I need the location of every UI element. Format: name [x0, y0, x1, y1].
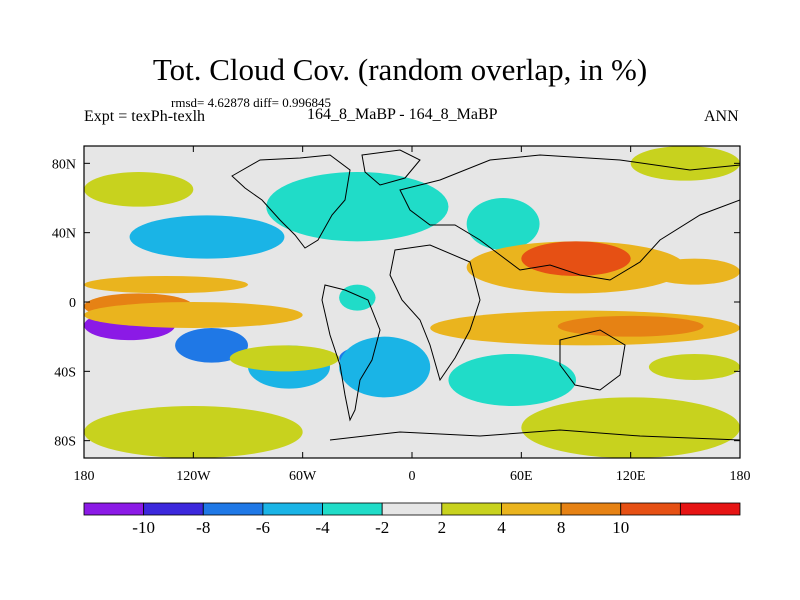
- colorbar-label: -4: [315, 518, 330, 537]
- field-region-18: [648, 258, 740, 285]
- comparison-label: 164_8_MaBP - 164_8_MaBP: [307, 106, 498, 123]
- colorbar-bin: [83, 502, 145, 516]
- colorbar-bin: [679, 502, 741, 516]
- field-region-20: [521, 397, 740, 458]
- colorbar-bin: [322, 502, 383, 516]
- colorbar-label: 4: [497, 518, 506, 537]
- field-region-23: [630, 146, 740, 181]
- field-region-1: [175, 328, 248, 363]
- page-title: Tot. Cloud Cov. (random overlap, in %): [152, 52, 648, 87]
- colorbar-bin: [560, 502, 622, 516]
- field-region-5: [129, 215, 285, 259]
- colorbar-label: -8: [196, 518, 210, 537]
- field-region-4: [339, 336, 431, 398]
- colorbar-label: -6: [256, 518, 270, 537]
- field-region-19: [84, 406, 303, 458]
- field-region-7: [466, 198, 540, 250]
- field-region-8: [339, 284, 376, 311]
- y-tick-label: 40S: [54, 365, 76, 380]
- colorbar-label: 8: [557, 518, 566, 537]
- x-tick-label: 0: [409, 469, 416, 484]
- x-tick-label: 180: [74, 469, 95, 484]
- colorbar-label: 2: [438, 518, 447, 537]
- colorbar-bin: [202, 502, 264, 516]
- colorbar-label: -10: [132, 518, 155, 537]
- field-region-9: [448, 354, 576, 406]
- x-tick-label: 120W: [176, 469, 211, 484]
- colorbar-label: 10: [612, 518, 629, 537]
- field-region-22: [648, 354, 740, 380]
- y-tick-label: 40N: [52, 227, 76, 242]
- field-region-6: [266, 172, 449, 242]
- colorbar-bin: [143, 502, 204, 516]
- coastlines: [231, 149, 740, 441]
- coastline-africa: [389, 244, 481, 382]
- coastline-north-america: [231, 154, 351, 249]
- y-tick-label: 80S: [54, 435, 76, 450]
- x-tick-label: 60W: [289, 469, 317, 484]
- coastline-greenland: [361, 149, 421, 186]
- colorbar-bin: [381, 502, 443, 516]
- colorbar-bin: [620, 502, 681, 516]
- y-tick-label: 0: [69, 296, 76, 311]
- colorbar-bin: [501, 502, 562, 516]
- x-tick-label: 120E: [616, 469, 646, 484]
- experiment-label: Expt = texPh-texlh: [84, 108, 206, 125]
- x-tick-label: 60E: [510, 469, 533, 484]
- coastline-south-america: [321, 284, 381, 422]
- stats-label: rmsd= 4.62878 diff= 0.996845: [171, 95, 331, 110]
- field-region-17: [557, 315, 704, 337]
- colorbar: -10 -8 -6 -4 -2 2 4 8 10: [83, 502, 741, 537]
- field-region-13: [229, 345, 340, 372]
- colorbar-bin: [262, 502, 323, 516]
- coastline-antarctica: [329, 429, 740, 441]
- coastline-australia: [559, 329, 626, 391]
- axes: 180 120W 60W 0 60E 120E 180 80N 40N 0 40S 80S: [52, 146, 751, 484]
- field-region-21: [84, 172, 194, 207]
- colorbar-bin: [441, 502, 502, 516]
- y-tick-label: 80N: [52, 157, 76, 172]
- colorbar-label: -2: [375, 518, 389, 537]
- season-label: ANN: [704, 108, 739, 125]
- field-region-15: [521, 241, 631, 276]
- cloud-field: [84, 146, 740, 458]
- field-region-12: [84, 302, 303, 328]
- field-region-10: [84, 276, 248, 294]
- coastline-eurasia: [399, 154, 740, 281]
- x-tick-label: 180: [730, 469, 751, 484]
